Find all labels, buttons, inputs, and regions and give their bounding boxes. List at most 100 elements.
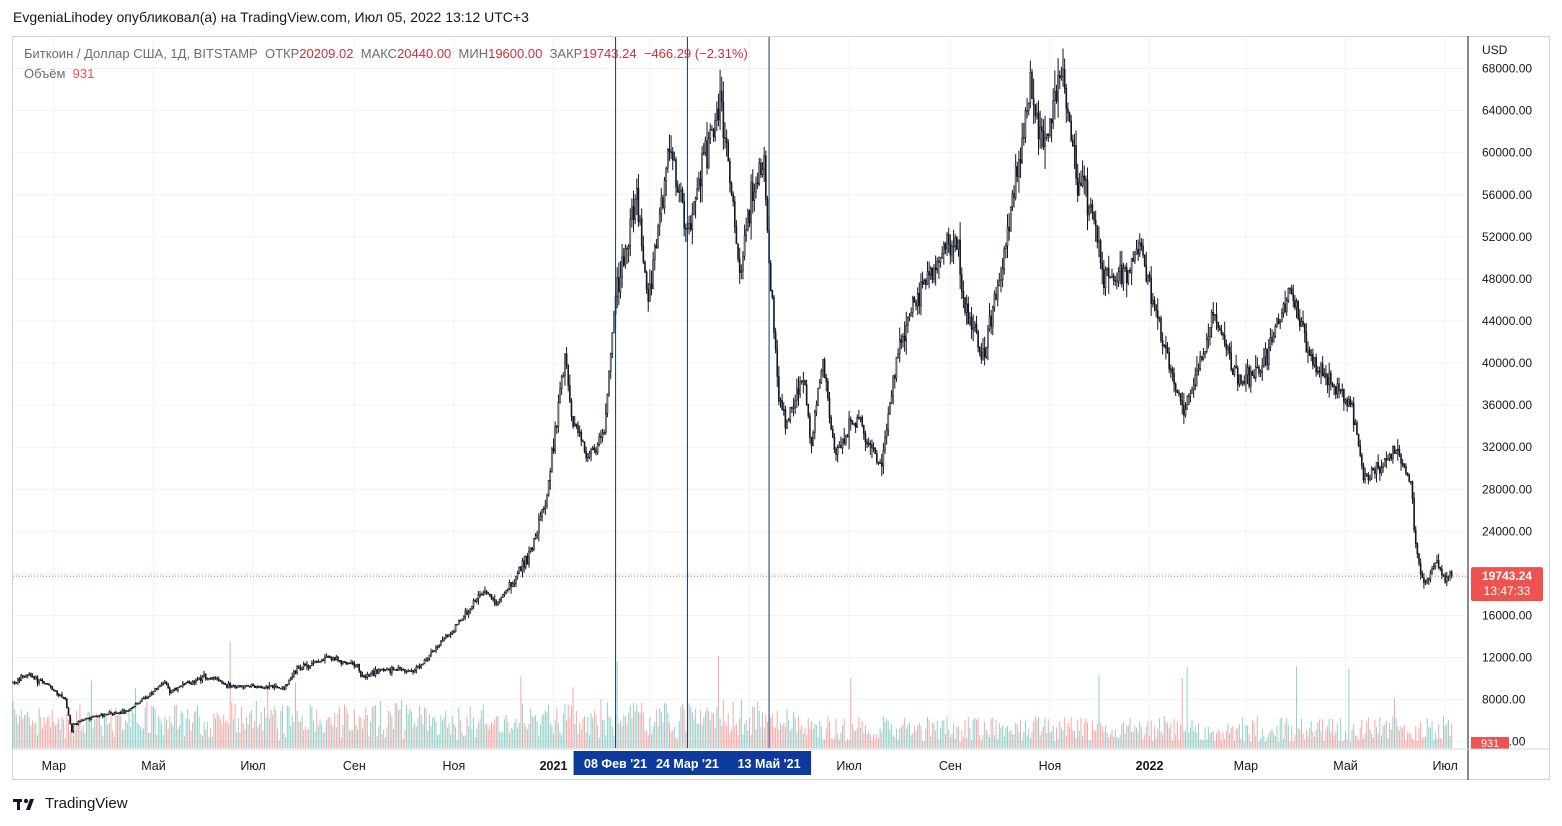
candle-body xyxy=(921,281,924,285)
candle-body xyxy=(1029,72,1032,104)
candle-body xyxy=(12,681,14,684)
volume-bar xyxy=(783,723,785,748)
candle-body xyxy=(1272,335,1275,343)
volume-bar xyxy=(1361,719,1363,748)
candle-body xyxy=(381,668,383,671)
volume-bar xyxy=(464,735,466,748)
candle-body xyxy=(1336,383,1339,395)
candle-body xyxy=(593,447,596,451)
volume-bar xyxy=(1137,732,1139,748)
volume-bar xyxy=(1173,719,1175,748)
volume-bar xyxy=(1188,732,1190,748)
candle-body xyxy=(616,277,619,297)
volume-bar xyxy=(278,740,280,748)
candle-body xyxy=(600,436,602,438)
volume-bar xyxy=(868,730,870,748)
volume-bar xyxy=(925,728,927,748)
candle-body xyxy=(1058,75,1061,79)
candle-body xyxy=(1405,466,1407,474)
candle-body xyxy=(31,676,34,678)
volume-bar xyxy=(1023,731,1025,748)
candle-body xyxy=(1328,372,1331,386)
candle-body xyxy=(438,644,441,647)
volume-bar xyxy=(262,730,264,748)
candle-body xyxy=(335,656,338,661)
candle-body xyxy=(410,670,413,672)
volume-bar xyxy=(1402,728,1404,748)
volume-bar xyxy=(1389,722,1391,748)
volume-bar xyxy=(404,729,406,748)
candle-body xyxy=(725,138,728,143)
volume-bar xyxy=(1395,717,1397,748)
volume-bar xyxy=(381,733,383,748)
volume-bar xyxy=(1322,718,1324,748)
volume-bar xyxy=(1199,739,1201,748)
candle-body xyxy=(684,227,687,230)
candle-body xyxy=(671,151,674,161)
candle-body xyxy=(280,687,282,690)
candle-body xyxy=(885,429,888,438)
volume-bar xyxy=(742,734,744,748)
volume-bar xyxy=(334,712,336,748)
volume-bar xyxy=(891,723,893,748)
tradingview-footer[interactable]: TradingView xyxy=(13,795,128,812)
candle-body xyxy=(506,588,509,591)
candle-body xyxy=(1279,321,1282,324)
date-marker-label: 13 Май '21 xyxy=(738,757,801,771)
volume-value: 931 xyxy=(72,66,95,81)
candle-body xyxy=(273,685,276,688)
volume-bar xyxy=(755,729,757,748)
volume-bar xyxy=(879,728,881,748)
candle-body xyxy=(500,597,503,601)
volume-bar xyxy=(1052,725,1054,748)
candle-body xyxy=(665,168,668,182)
candle-body xyxy=(1331,383,1334,386)
candle-body xyxy=(1189,393,1192,397)
candle-body xyxy=(1292,293,1295,301)
volume-bar xyxy=(1116,737,1118,748)
volume-bar xyxy=(1054,740,1056,748)
volume-bar xyxy=(895,729,897,748)
candle-body xyxy=(729,160,731,184)
volume-bar xyxy=(221,724,223,748)
candle-body xyxy=(1289,288,1291,290)
candle-body xyxy=(810,436,813,447)
candle-body xyxy=(124,710,127,714)
open-value: 20209.02 xyxy=(299,46,354,61)
volume-bar xyxy=(90,680,92,748)
tradingview-logo-icon xyxy=(13,798,34,810)
candle-body xyxy=(227,682,230,689)
candle-body xyxy=(1109,276,1112,279)
volume-bar xyxy=(1113,737,1115,748)
candle-body xyxy=(1072,139,1074,147)
candle-body xyxy=(784,409,787,429)
volume-bar xyxy=(1106,732,1108,748)
volume-bar xyxy=(169,715,171,748)
candle-body xyxy=(693,201,695,215)
candle-body xyxy=(647,288,650,302)
volume-bar xyxy=(972,719,974,748)
candle-body xyxy=(90,716,93,720)
volume-bar xyxy=(1371,733,1373,748)
candle-body xyxy=(1439,567,1442,570)
candle-body xyxy=(841,438,844,449)
candle-body xyxy=(39,679,42,681)
volume-bar xyxy=(66,713,68,748)
candle-body xyxy=(258,685,261,689)
volume-bar xyxy=(603,719,605,748)
candle-body xyxy=(443,637,445,641)
volume-bar xyxy=(308,729,310,748)
candle-body xyxy=(1303,324,1306,333)
candle-body xyxy=(1174,383,1177,391)
volume-bar xyxy=(64,738,66,748)
volume-bar xyxy=(1216,732,1218,748)
volume-bar xyxy=(384,737,386,748)
volume-bar xyxy=(136,722,138,748)
volume-bar xyxy=(866,734,868,748)
candle-body xyxy=(289,678,292,681)
volume-bar xyxy=(146,701,148,748)
volume-bar xyxy=(293,721,295,748)
candle-body xyxy=(144,697,147,699)
volume-bar xyxy=(508,733,510,748)
